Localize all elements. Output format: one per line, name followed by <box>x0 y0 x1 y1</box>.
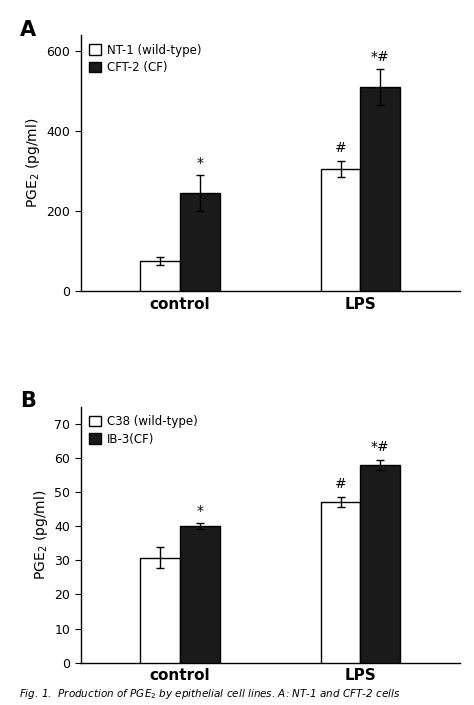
Bar <box>140 558 180 663</box>
Text: *#: *# <box>371 440 390 454</box>
Y-axis label: PGE$_2$ (pg/ml): PGE$_2$ (pg/ml) <box>24 118 42 209</box>
Text: B: B <box>20 391 36 411</box>
Bar <box>180 526 219 663</box>
Text: Fig. 1.  Production of PGE$_2$ by epithelial cell lines. A: NT-1 and CFT-2 cells: Fig. 1. Production of PGE$_2$ by epithel… <box>19 687 401 701</box>
Text: #: # <box>335 477 346 491</box>
Bar <box>180 193 219 291</box>
Bar <box>140 262 180 291</box>
Text: *: * <box>196 504 203 517</box>
Text: A: A <box>20 20 36 40</box>
Bar <box>321 169 360 291</box>
Text: *#: *# <box>371 49 390 63</box>
Text: *: * <box>196 156 203 170</box>
Text: #: # <box>335 141 346 155</box>
Legend: NT-1 (wild-type), CFT-2 (CF): NT-1 (wild-type), CFT-2 (CF) <box>84 39 206 79</box>
Legend: C38 (wild-type), IB-3(CF): C38 (wild-type), IB-3(CF) <box>84 410 202 450</box>
Bar <box>360 465 400 663</box>
Bar <box>321 502 360 663</box>
Bar <box>360 87 400 291</box>
Y-axis label: PGE$_2$ (pg/ml): PGE$_2$ (pg/ml) <box>32 489 50 580</box>
